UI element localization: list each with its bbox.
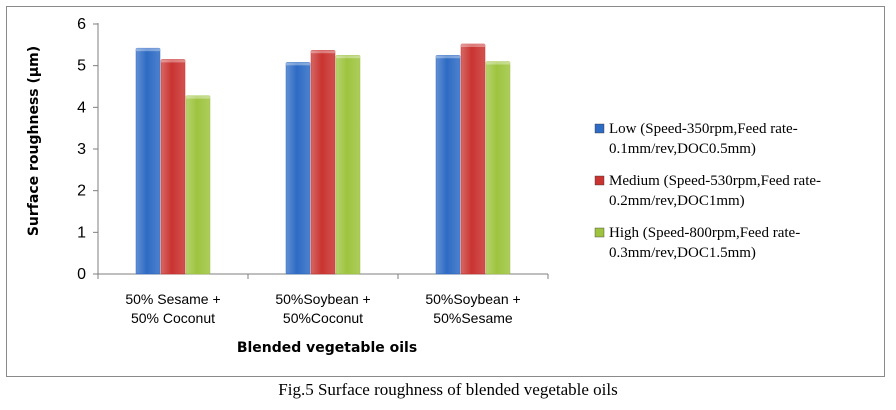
legend-label-line: 0.3mm/rev,DOC1.5mm) (609, 245, 756, 261)
category-label: 50%Soybean + 50%Sesame (425, 291, 520, 326)
x-axis (97, 273, 549, 279)
bar (435, 55, 461, 275)
x-axis-title: Blended vegetable oils (237, 340, 417, 356)
bar (335, 55, 361, 275)
legend-label: High (Speed-800rpm,Feed rate- 0.3mm/rev,D… (609, 225, 800, 261)
bar-highlight (311, 50, 335, 54)
bar (160, 59, 186, 275)
bar-highlight (161, 59, 185, 63)
y-tick-label: 0 (77, 266, 86, 283)
y-tick-label: 1 (77, 224, 86, 241)
legend-label-line: High (Speed-800rpm,Feed rate- (609, 225, 800, 241)
legend-swatch (594, 175, 605, 186)
y-tick-label: 4 (77, 99, 86, 116)
chart-frame: 0 1 2 3 4 5 6 50% Sesame + 50% Coconut 50%Soybea… (6, 6, 885, 377)
chart-svg: 0 1 2 3 4 5 6 50% Sesame + 50% Coconut 50%Soybea… (26, 16, 821, 356)
bar (135, 47, 161, 275)
legend-label-line: 0.1mm/rev,DOC0.5mm) (609, 141, 756, 157)
legend-label-line: Medium (Speed-530rpm,Feed rate- (609, 173, 821, 189)
legend-label-line: Low (Speed-350rpm,Feed rate- (609, 121, 798, 137)
bar-highlight (186, 95, 210, 99)
category-label: 50% Sesame + 50% Coconut (125, 291, 220, 326)
y-tick-label: 5 (77, 58, 86, 75)
category-label-line: 50%Sesame (433, 310, 513, 326)
category-label: 50%Soybean + 50%Coconut (275, 291, 370, 326)
category-label-line: 50%Soybean + (425, 291, 520, 307)
legend-label: Medium (Speed-530rpm,Feed rate- 0.2mm/rev… (609, 173, 821, 209)
category-label-line: 50%Coconut (283, 310, 363, 326)
category-label-line: 50%Soybean + (275, 291, 370, 307)
legend-label-line: 0.2mm/rev,DOC1mm) (609, 193, 745, 209)
bar (185, 95, 211, 275)
category-label-line: 50% Sesame + (125, 291, 220, 307)
bar (460, 43, 486, 275)
legend-label: Low (Speed-350rpm,Feed rate- 0.1mm/rev,DO… (609, 121, 798, 157)
bar (310, 50, 336, 275)
category-labels: 50% Sesame + 50% Coconut 50%Soybean + 50%Co… (125, 291, 520, 326)
bar (485, 61, 511, 275)
y-tick-label: 6 (77, 16, 86, 33)
y-axis: 0 1 2 3 4 5 6 (77, 16, 99, 283)
bars (135, 43, 511, 275)
figure-caption: Fig.5 Surface roughness of blended veget… (278, 380, 618, 399)
y-tick-label: 2 (77, 183, 86, 200)
legend-swatch (594, 123, 605, 134)
bar-highlight (136, 48, 160, 52)
y-axis-title: Surface roughness (µm) (26, 46, 42, 236)
bar (285, 62, 311, 275)
legend: Low (Speed-350rpm,Feed rate- 0.1mm/rev,DO… (594, 121, 821, 261)
bar-highlight (461, 44, 485, 47)
bar-highlight (286, 62, 310, 66)
y-tick-label: 3 (77, 141, 86, 158)
category-label-line: 50% Coconut (131, 310, 215, 326)
bar-highlight (436, 55, 460, 59)
bar-highlight (336, 55, 360, 59)
legend-swatch (594, 227, 605, 238)
bar-highlight (486, 61, 510, 65)
